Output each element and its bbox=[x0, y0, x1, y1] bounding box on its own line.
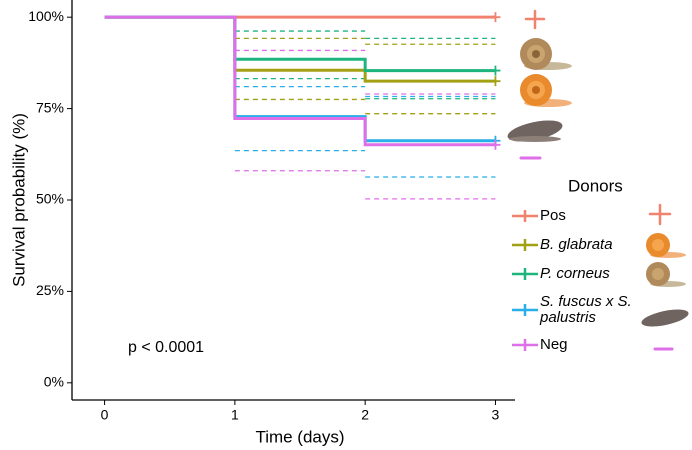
y-tick-label: 75% bbox=[36, 99, 64, 115]
censor-mark bbox=[490, 139, 501, 150]
x-tick-label: 0 bbox=[101, 407, 109, 423]
legend-label: S. fuscus x S. palustris bbox=[540, 293, 632, 326]
snail-icon bbox=[641, 309, 689, 327]
survival-line bbox=[104, 15, 496, 73]
censor-mark bbox=[490, 12, 501, 23]
icons bbox=[507, 9, 689, 351]
y-tick-label: 100% bbox=[28, 8, 64, 24]
snail-icon bbox=[646, 233, 686, 258]
legend-label: Pos bbox=[540, 207, 566, 224]
p-value: p < 0.0001 bbox=[128, 339, 204, 356]
legend-title: Donors bbox=[568, 176, 623, 195]
legend-swatch bbox=[512, 268, 538, 280]
legend-swatch bbox=[512, 239, 538, 251]
legend-label: B. glabrata bbox=[540, 236, 613, 253]
censor-mark bbox=[490, 76, 501, 87]
snail-icon bbox=[520, 74, 572, 107]
snail-icon bbox=[646, 262, 686, 287]
survival-line bbox=[104, 15, 496, 147]
legend-swatch bbox=[512, 210, 538, 222]
y-tick-label: 50% bbox=[36, 191, 64, 207]
x-tick-label: 1 bbox=[231, 407, 239, 423]
y-tick-label: 25% bbox=[36, 282, 64, 298]
plus-icon bbox=[648, 203, 672, 226]
censor-mark bbox=[490, 65, 501, 76]
x-axis-title: Time (days) bbox=[255, 427, 344, 446]
legend-swatch bbox=[512, 339, 538, 351]
legend-swatch bbox=[512, 304, 538, 316]
snail-icon bbox=[520, 38, 572, 70]
legend-label: Neg bbox=[540, 336, 568, 353]
snail-icon bbox=[507, 120, 563, 142]
y-tick-label: 0% bbox=[44, 374, 64, 390]
legend-label: P. corneus bbox=[540, 265, 610, 282]
x-tick-label: 3 bbox=[492, 407, 500, 423]
plus-icon bbox=[524, 9, 546, 30]
y-axis-title: Survival probability (%) bbox=[9, 113, 28, 287]
x-tick-label: 2 bbox=[361, 407, 369, 423]
